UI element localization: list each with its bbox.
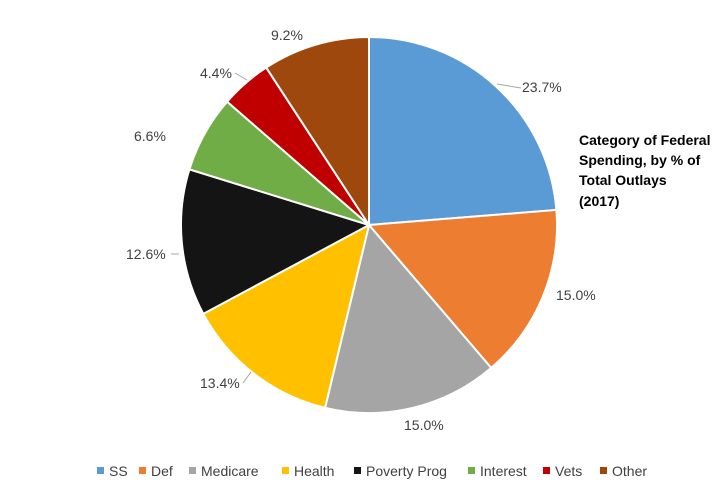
legend-label-vets: Vets — [555, 463, 582, 479]
legend-swatch-interest — [468, 467, 475, 474]
label-leader-lines — [171, 72, 522, 384]
legend-label-other: Other — [612, 463, 647, 479]
legend-label-medicare: Medicare — [201, 463, 259, 479]
data-label-ss: 23.7% — [522, 79, 562, 95]
leader-line-health — [242, 371, 252, 384]
chart-title-line-4: (2017) — [579, 193, 619, 209]
pie-slice-ss — [368, 35, 558, 227]
pie-slice-poverty-prog — [180, 168, 372, 316]
chart-title-line-3: Total Outlays — [579, 172, 667, 188]
data-label-medicare: 15.0% — [404, 417, 444, 433]
data-label-other: 9.2% — [271, 27, 303, 43]
legend-swatch-poverty-prog — [354, 467, 361, 474]
leader-line-vets — [234, 72, 248, 81]
legend-swatch-health — [282, 467, 289, 474]
pie-slice-health — [201, 223, 371, 410]
data-label-health: 13.4% — [200, 375, 240, 391]
leader-line-ss — [496, 83, 522, 89]
legend-swatch-ss — [97, 467, 104, 474]
legend-swatch-def — [139, 467, 146, 474]
legend-swatch-vets — [543, 467, 550, 474]
legend: SS Def Medicare Health Poverty Prog Interest V… — [97, 463, 647, 479]
data-label-vets: 4.4% — [200, 65, 232, 81]
legend-label-poverty-prog: Poverty Prog — [366, 463, 447, 479]
legend-label-def: Def — [151, 463, 173, 479]
chart-title-line-2: Spending, by % of — [579, 152, 701, 168]
data-label-poverty-prog: 12.6% — [126, 246, 166, 262]
chart-title: Category of Federal Spending, by % of To… — [579, 132, 710, 209]
pie-slice-other — [264, 35, 370, 229]
data-labels: 23.7% 15.0% 15.0% 13.4% 12.6% 6.6% 4.4% 9.2% — [126, 27, 596, 433]
legend-label-health: Health — [294, 463, 334, 479]
data-label-interest: 6.6% — [134, 128, 166, 144]
legend-swatch-medicare — [189, 467, 196, 474]
pie-slice-medicare — [323, 222, 493, 415]
pie-slices — [180, 35, 558, 415]
legend-label-interest: Interest — [480, 463, 527, 479]
pie-slice-def — [366, 208, 558, 370]
data-label-def: 15.0% — [556, 287, 596, 303]
legend-swatch-other — [600, 467, 607, 474]
chart-title-line-1: Category of Federal — [579, 132, 710, 148]
legend-label-ss: SS — [109, 463, 128, 479]
